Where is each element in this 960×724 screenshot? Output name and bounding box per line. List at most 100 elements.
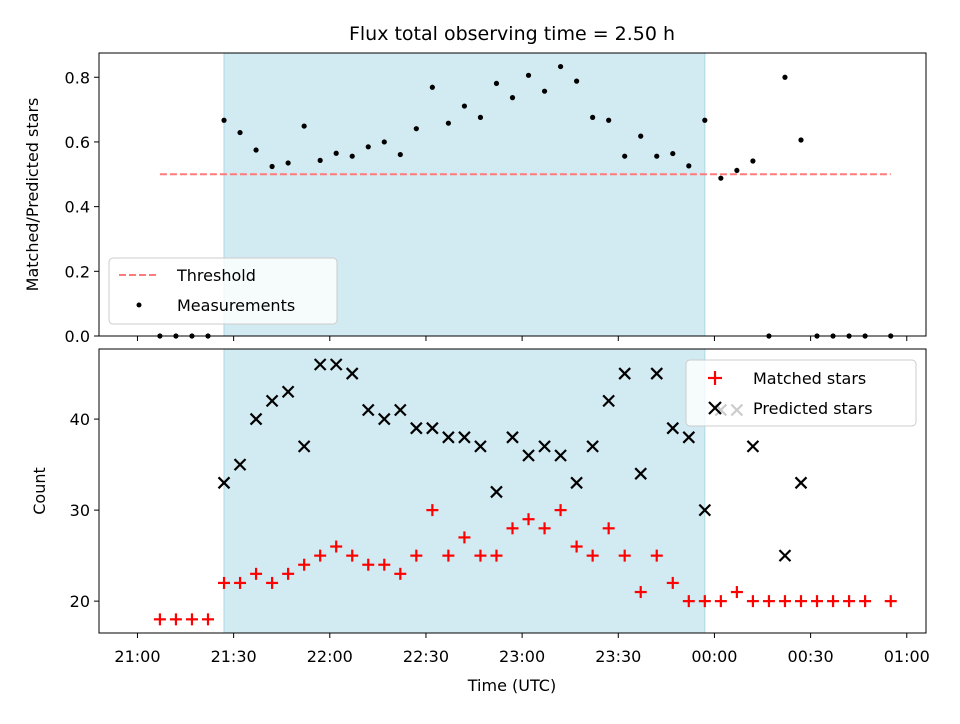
matched-star-marker: [506, 522, 519, 535]
measurement-point: [381, 139, 387, 145]
predicted-star-marker: [570, 476, 583, 490]
predicted-star-marker: [345, 367, 359, 380]
count-x-tick-label: 00:30: [788, 647, 834, 666]
ratio-y-tick-label: 0.2: [65, 262, 90, 281]
measurement-point: [429, 84, 435, 90]
ratio-legend-box: [108, 257, 338, 325]
ratio-y-tick-label: 0.0: [65, 327, 90, 346]
measurement-point: [734, 167, 740, 174]
measurement-point: [333, 150, 339, 156]
matched-star-marker: [378, 558, 391, 571]
predicted-star-marker: [442, 431, 455, 444]
predicted-marker-stroke: [345, 367, 359, 380]
predicted-star-marker: [602, 394, 615, 408]
predicted-marker-stroke: [794, 476, 808, 490]
measurement-point: [301, 123, 307, 129]
ratio-y-tick-label: 0.6: [65, 133, 90, 152]
matched-star-marker: [570, 540, 583, 553]
predicted-marker-stroke: [490, 485, 503, 499]
measurement-point: [413, 126, 419, 132]
predicted-marker-stroke: [394, 403, 407, 417]
predicted-marker-stroke: [442, 431, 455, 444]
measurement-point: [606, 117, 612, 123]
matched-star-marker: [538, 522, 551, 535]
count-x-tick-label: 21:00: [114, 647, 160, 666]
predicted-star-markers: [217, 358, 808, 562]
matched-star-marker: [314, 549, 327, 562]
measurement-point: [622, 153, 628, 159]
measurement-point: [253, 147, 259, 153]
predicted-marker-stroke: [650, 367, 664, 380]
predicted-star-marker: [538, 440, 551, 453]
matched-star-marker: [859, 595, 872, 608]
measurement-point: [285, 160, 291, 166]
predicted-marker-stroke: [554, 449, 567, 462]
matched-star-marker: [730, 586, 743, 599]
measurement-point: [574, 78, 580, 84]
predicted-marker-stroke: [746, 440, 760, 453]
predicted-marker-stroke: [698, 503, 712, 517]
measurement-point: [221, 117, 227, 123]
predicted-star-marker: [666, 421, 680, 435]
threshold-legend-label: Threshold: [176, 266, 256, 285]
matched-star-marker: [522, 513, 535, 526]
measurement-point: [782, 74, 788, 80]
predicted-star-marker: [265, 394, 279, 408]
measurement-point: [365, 144, 371, 150]
predicted-star-marker: [249, 412, 263, 426]
matched-star-marker: [282, 567, 295, 580]
matched-star-marker: [618, 549, 631, 562]
predicted-marker-stroke: [586, 440, 599, 453]
matched-star-marker: [586, 549, 599, 562]
predicted-star-marker: [281, 385, 295, 399]
count-legend: Matched stars Predicted stars: [685, 359, 917, 427]
count-x-tick-label: 00:00: [691, 647, 737, 666]
measurement-point: [445, 120, 451, 126]
measurement-point: [317, 157, 323, 163]
matched-star-marker: [201, 613, 214, 626]
measurement-point: [798, 137, 804, 143]
measurement-point: [638, 133, 644, 139]
matched-star-marker: [410, 549, 423, 562]
measurement-point: [509, 95, 516, 101]
predicted-legend-swatch: [708, 401, 722, 415]
measurement-point: [718, 175, 724, 181]
predicted-marker-stroke: [474, 440, 487, 453]
matched-star-marker: [634, 586, 647, 599]
matched-star-marker: [554, 504, 567, 517]
measurement-point: [269, 163, 275, 170]
predicted-marker-stroke: [618, 367, 631, 380]
matched-star-marker: [650, 549, 663, 562]
matched-star-marker: [218, 576, 231, 589]
predicted-star-marker: [329, 358, 343, 371]
measurements-legend-label: Measurements: [177, 296, 295, 315]
matched-star-marker: [490, 549, 503, 562]
predicted-star-marker: [522, 449, 535, 462]
count-y-tick-label: 20: [70, 592, 90, 611]
matched-star-marker: [298, 558, 311, 571]
ratio-y-tick-label: 0.4: [65, 198, 90, 217]
predicted-star-marker: [490, 485, 503, 499]
predicted-marker-stroke: [666, 421, 680, 435]
matched-star-marker: [362, 558, 375, 571]
x-axis-label: Time (UTC): [467, 676, 556, 695]
matched-star-marker: [266, 576, 279, 589]
predicted-legend-label: Predicted stars: [753, 399, 873, 418]
count-x-tick-label: 01:00: [884, 647, 930, 666]
matched-star-marker: [169, 613, 182, 626]
matched-star-marker: [746, 595, 759, 608]
ratio-y-axis-label: Matched/Predicted stars: [23, 98, 42, 292]
predicted-marker-stroke: [265, 394, 279, 408]
matched-star-marker: [682, 595, 695, 608]
matched-star-marker: [884, 595, 897, 608]
predicted-star-marker: [426, 421, 439, 435]
measurements-legend-swatch: [136, 302, 142, 308]
count-x-tick-label: 22:00: [307, 647, 353, 666]
predicted-star-marker: [378, 412, 391, 426]
matched-legend-label: Matched stars: [753, 369, 866, 388]
ratio-axes-frame: [98, 52, 927, 337]
predicted-star-marker: [410, 421, 423, 435]
matched-star-marker: [394, 567, 407, 580]
matched-star-marker: [234, 576, 247, 589]
ratio-panel: 0.00.20.40.60.8 Matched/Predicted stars …: [23, 52, 927, 346]
